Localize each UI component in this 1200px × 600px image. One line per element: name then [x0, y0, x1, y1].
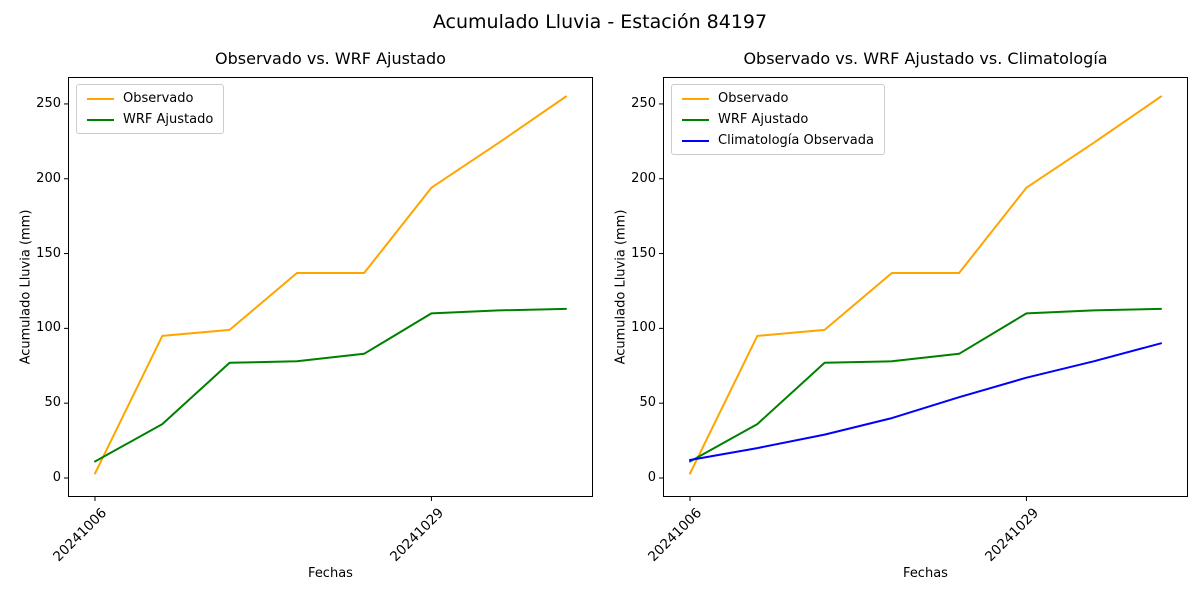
line-climatologia-observada [689, 342, 1162, 461]
subplot-right-title: Observado vs. WRF Ajustado vs. Climatolo… [743, 49, 1108, 68]
line-observado [94, 95, 567, 475]
subplot-left-legend: Observado WRF Ajustado [76, 84, 225, 134]
legend-label: WRF Ajustado [718, 112, 809, 127]
subplot-left-axes-spine [68, 77, 593, 497]
y-tick-label: 200 [36, 170, 61, 186]
legend-label: Observado [123, 91, 194, 106]
y-tick-label: 100 [36, 320, 61, 336]
legend-line-swatch-observado [87, 97, 114, 100]
y-tick-label: 150 [631, 245, 656, 261]
line-wrf-ajustado [94, 307, 567, 463]
subplot-left-x-axis-label: Fechas [308, 566, 353, 581]
figure-title: Acumulado Lluvia - Estación 84197 [432, 11, 768, 33]
subplot-right-legend: Observado WRF Ajustado Climatología Observ… [671, 84, 885, 155]
legend-line-swatch-observado [682, 97, 709, 100]
legend-entry-observado: Observado [87, 91, 213, 106]
legend-line-swatch-climatologia-observada [682, 139, 709, 142]
subplot-right-x-axis-label: Fechas [903, 566, 948, 581]
legend-line-swatch-wrf-ajustado [682, 118, 709, 121]
y-tick-label: 250 [36, 95, 61, 111]
subplot-left-y-axis-label: Acumulado Lluvia (mm) [18, 209, 34, 365]
legend-entry-wrf-ajustado: WRF Ajustado [682, 112, 874, 127]
line-wrf-ajustado [689, 307, 1162, 463]
legend-label: Observado [718, 91, 789, 106]
legend-entry-observado: Observado [682, 91, 874, 106]
legend-label: WRF Ajustado [123, 112, 214, 127]
legend-label: Climatología Observada [718, 133, 874, 148]
y-tick-label: 200 [631, 170, 656, 186]
line-observado [689, 95, 1162, 475]
legend-line-swatch-wrf-ajustado [87, 118, 114, 121]
y-tick-label: 100 [631, 320, 656, 336]
legend-entry-climatologia-observada: Climatología Observada [682, 133, 874, 148]
y-tick-label: 50 [44, 395, 61, 411]
y-tick-label: 250 [631, 95, 656, 111]
y-tick-label: 0 [647, 469, 656, 485]
legend-entry-wrf-ajustado: WRF Ajustado [87, 112, 213, 127]
y-tick-label: 0 [52, 469, 61, 485]
subplot-right-axes-spine [663, 77, 1188, 497]
subplot-left-title: Observado vs. WRF Ajustado [215, 49, 446, 68]
y-tick-label: 50 [639, 395, 656, 411]
subplot-right-y-axis-label: Acumulado Lluvia (mm) [613, 209, 629, 365]
y-tick-label: 150 [36, 245, 61, 261]
